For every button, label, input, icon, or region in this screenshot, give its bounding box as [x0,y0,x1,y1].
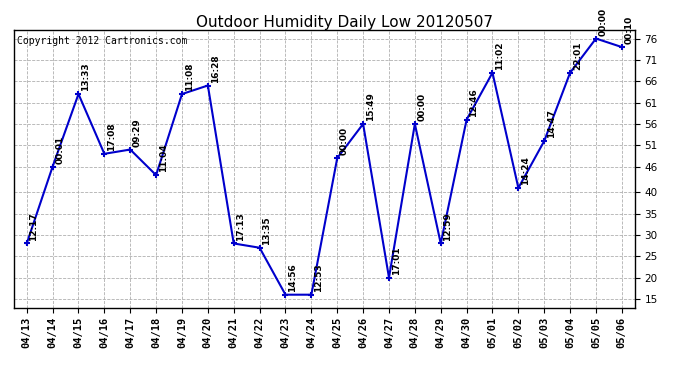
Text: Copyright 2012 Cartronics.com: Copyright 2012 Cartronics.com [17,36,187,45]
Text: 00:10: 00:10 [624,16,633,44]
Text: 12:17: 12:17 [30,212,39,241]
Text: 00:01: 00:01 [55,136,64,164]
Text: 14:24: 14:24 [521,156,530,185]
Text: 14:56: 14:56 [288,263,297,292]
Text: 09:29: 09:29 [133,118,142,147]
Text: 11:04: 11:04 [159,144,168,172]
Text: 11:02: 11:02 [495,41,504,70]
Text: 00:00: 00:00 [599,8,608,36]
Text: 13:35: 13:35 [262,216,271,245]
Text: 12:59: 12:59 [444,212,453,241]
Text: 15:49: 15:49 [366,92,375,121]
Text: 17:01: 17:01 [392,246,401,275]
Text: 16:28: 16:28 [210,54,219,83]
Text: 14:47: 14:47 [547,109,556,138]
Text: 00:00: 00:00 [340,127,349,155]
Text: 00:00: 00:00 [417,93,426,121]
Text: 17:08: 17:08 [107,122,116,151]
Text: 17:13: 17:13 [237,212,246,241]
Text: 11:08: 11:08 [185,63,194,91]
Text: 12:53: 12:53 [314,263,323,292]
Text: 13:33: 13:33 [81,63,90,91]
Text: Outdoor Humidity Daily Low 20120507: Outdoor Humidity Daily Low 20120507 [197,15,493,30]
Text: 22:01: 22:01 [573,41,582,70]
Text: 12:46: 12:46 [469,88,478,117]
